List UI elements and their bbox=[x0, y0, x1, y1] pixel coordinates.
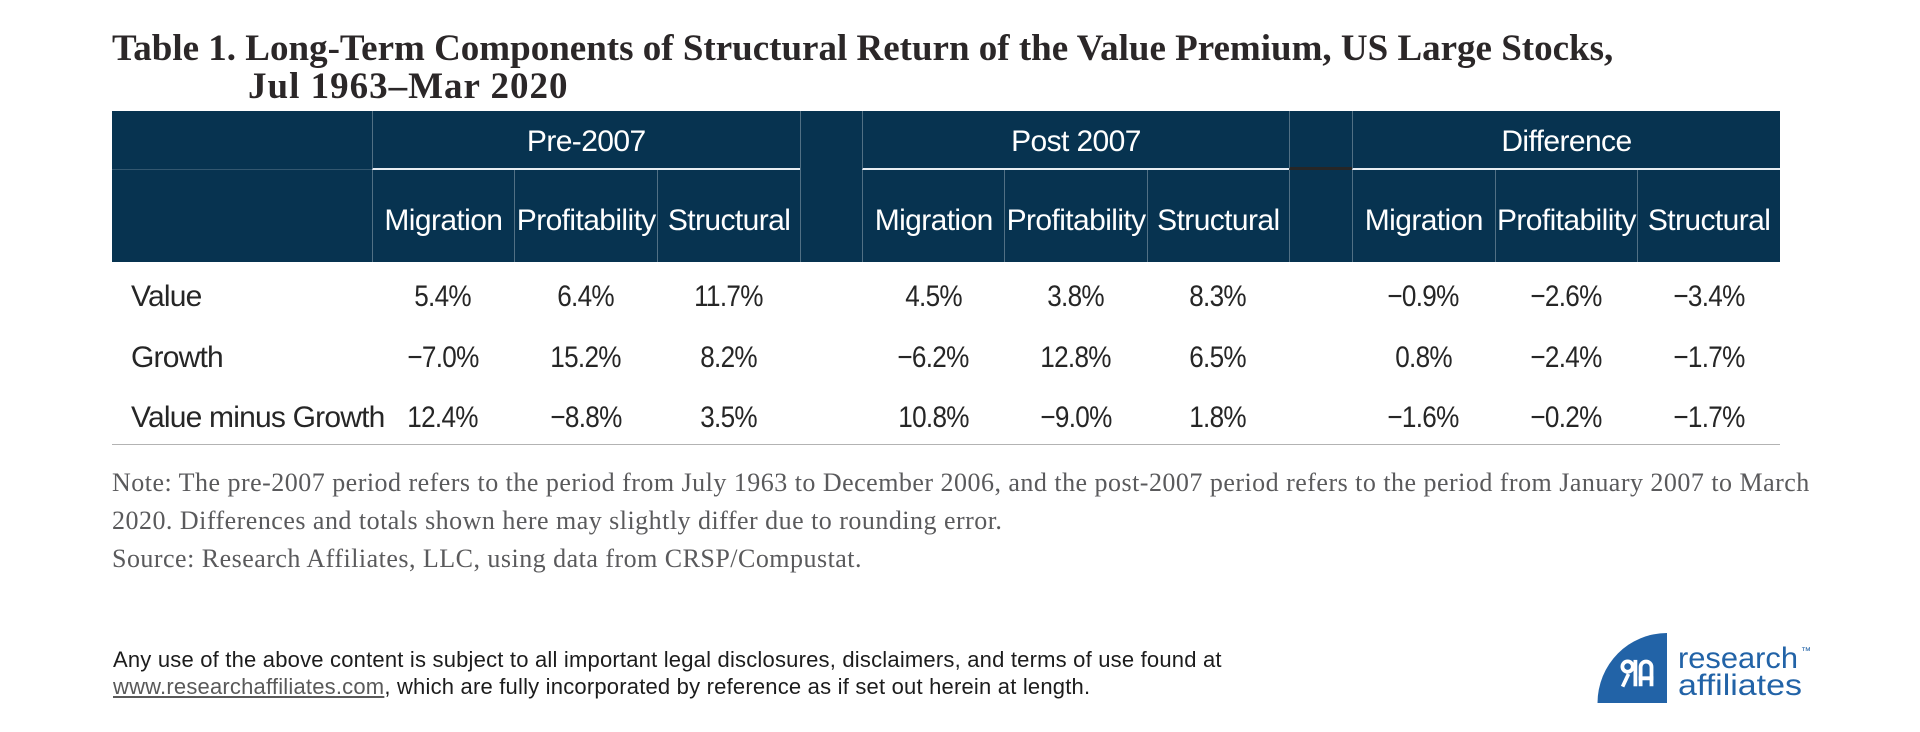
svg-text:™: ™ bbox=[1801, 646, 1811, 657]
svg-text:research: research bbox=[1678, 642, 1798, 675]
svg-text:affiliates: affiliates bbox=[1678, 669, 1802, 702]
